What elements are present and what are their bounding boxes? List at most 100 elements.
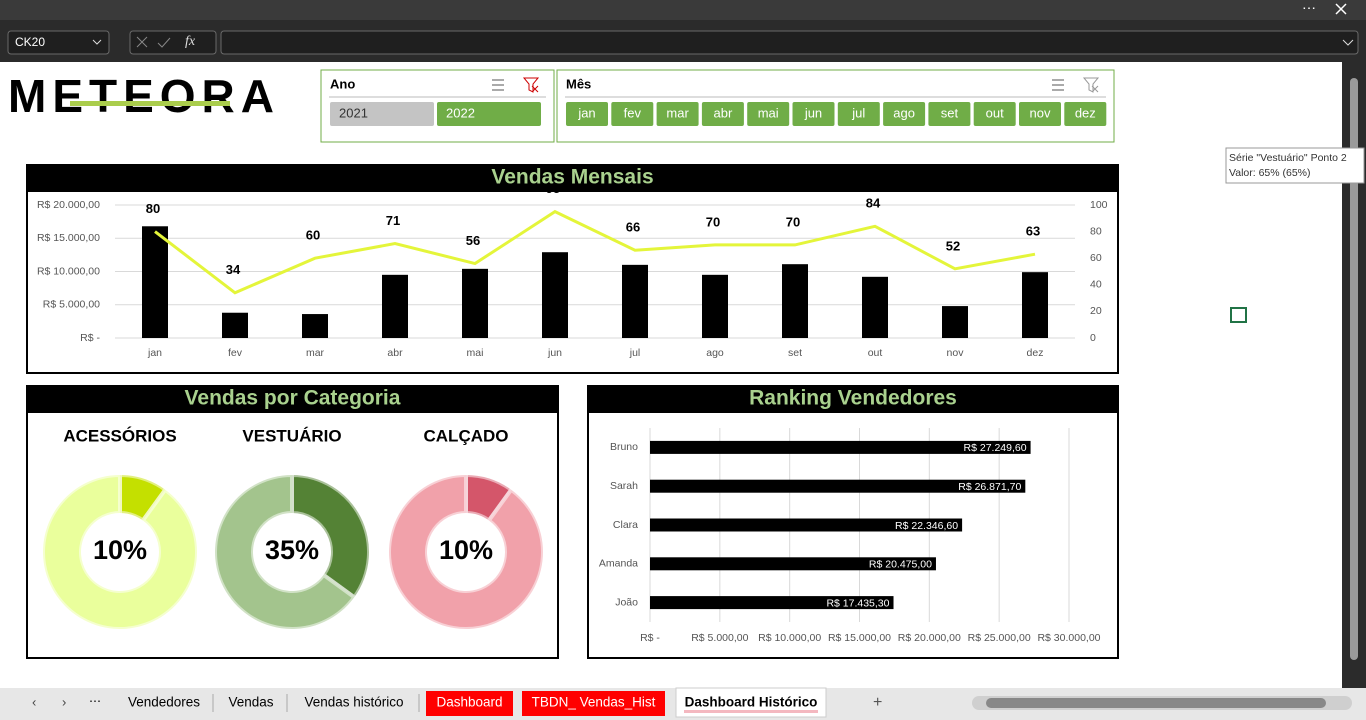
slicer-item[interactable] — [566, 102, 608, 126]
slicer-item-label: dez — [1075, 105, 1096, 120]
donut-slice — [290, 472, 371, 601]
x-tick-label: out — [868, 347, 883, 359]
y-tick-label: João — [615, 596, 638, 608]
x-tick-label: dez — [1027, 347, 1044, 359]
formula-tools — [129, 30, 217, 55]
x-tick-label: mar — [306, 347, 325, 359]
y-tick-label: R$ 10.000,00 — [37, 265, 100, 277]
tooltip-line: Valor: 65% (65%) — [1229, 167, 1311, 179]
formula-input[interactable] — [220, 30, 1359, 55]
donut-slice — [387, 472, 545, 631]
sheet-tab-label[interactable]: Dashboard Histórico — [685, 695, 818, 710]
tab-next[interactable]: › — [62, 694, 66, 709]
bar — [702, 274, 728, 338]
slicer-item-label: nov — [1030, 105, 1051, 120]
slicer-item-label: mar — [666, 105, 689, 120]
data-label: R$ 22.346,60 — [895, 520, 958, 532]
close-icon[interactable] — [1335, 3, 1347, 15]
tooltip-line: Série "Vestuário" Ponto 2 — [1229, 152, 1347, 164]
v-scroll-thumb[interactable] — [1350, 78, 1358, 660]
slicer-item[interactable] — [701, 102, 744, 126]
slicer-item[interactable] — [837, 102, 880, 126]
slicer-item[interactable] — [1019, 102, 1061, 126]
slicer-item[interactable] — [437, 102, 541, 126]
y2-tick-label: 60 — [1090, 252, 1102, 264]
y-tick-label: R$ 15.000,00 — [37, 232, 100, 244]
sheet-tab-label[interactable]: Vendas histórico — [304, 695, 403, 710]
tab-prev[interactable]: ‹ — [32, 694, 36, 709]
slicer-item[interactable] — [656, 102, 699, 126]
y-tick-label: Bruno — [610, 441, 638, 453]
x-tick-label: R$ 5.000,00 — [691, 632, 748, 644]
y2-tick-label: 80 — [1090, 225, 1102, 237]
x-tick-label: nov — [947, 347, 965, 359]
slicer-item[interactable] — [928, 102, 971, 126]
slicer-item[interactable] — [611, 102, 654, 126]
clear-filter-icon[interactable] — [522, 77, 540, 93]
data-label: R$ 20.475,00 — [869, 559, 932, 571]
fx-icon[interactable]: fx — [185, 34, 196, 49]
slicer-item-label: jul — [851, 105, 865, 120]
slicer-item-label: fev — [624, 105, 642, 120]
data-label: R$ 17.435,30 — [826, 597, 889, 609]
y-tick-label: R$ 5.000,00 — [43, 299, 100, 311]
y-tick-label: R$ - — [80, 332, 100, 344]
slicer-item[interactable] — [792, 102, 835, 126]
cancel-enter-icons[interactable] — [136, 36, 171, 48]
slicer-item[interactable] — [747, 102, 790, 126]
expand-icon[interactable] — [1342, 39, 1354, 46]
bar — [650, 557, 936, 571]
data-label: R$ 26.871,70 — [958, 481, 1021, 493]
donut-center-label: 10% — [439, 535, 493, 565]
more-icon[interactable]: ⋯ — [1302, 0, 1316, 16]
data-label: 63 — [1026, 224, 1040, 239]
data-label: 70 — [706, 214, 720, 229]
slicer-item-label: mai — [758, 105, 779, 120]
dropdown-icon[interactable] — [92, 39, 102, 45]
sheet-tab[interactable] — [522, 691, 665, 716]
slicer-item-label: out — [986, 105, 1004, 120]
chart-header — [26, 385, 559, 412]
sheet-tab-label[interactable]: Dashboard — [436, 695, 502, 710]
logo: METEORA — [8, 70, 280, 122]
bar — [382, 274, 408, 338]
bar — [622, 264, 648, 338]
x-tick-label: R$ 30.000,00 — [1037, 632, 1100, 644]
x-tick-label: R$ 10.000,00 — [758, 632, 821, 644]
multi-select-icon[interactable] — [492, 79, 504, 91]
sheet-tab-label[interactable]: TBDN_ Vendas_Hist — [532, 695, 656, 710]
line — [154, 209, 1036, 295]
h-scroll-thumb[interactable] — [986, 698, 1326, 708]
slicer-item[interactable] — [883, 102, 926, 126]
data-label: R$ 27.249,60 — [964, 442, 1027, 454]
sheet-tab[interactable] — [426, 691, 513, 716]
donut-slice — [213, 472, 358, 631]
sheet-tab-label[interactable]: Vendedores — [128, 695, 200, 710]
x-tick-label: ago — [706, 347, 724, 359]
data-label: 80 — [146, 201, 160, 216]
slicer-item-label: 2021 — [339, 105, 368, 120]
name-box[interactable] — [7, 30, 110, 55]
sheet-tab-label[interactable]: Vendas — [228, 695, 273, 710]
data-label: 66 — [626, 220, 640, 235]
chart-title: Ranking Vendedores — [749, 387, 957, 410]
slicer-item-label: jan — [577, 105, 595, 120]
data-label: 52 — [946, 238, 960, 253]
slicer-item[interactable] — [973, 102, 1016, 126]
chart-header — [26, 164, 1119, 191]
chart-title: Vendas por Categoria — [185, 387, 401, 410]
tab-more[interactable]: ⋯ — [89, 694, 101, 708]
add-sheet[interactable]: + — [873, 694, 882, 711]
slicer-item[interactable] — [330, 102, 434, 126]
multi-select-icon[interactable] — [1052, 79, 1064, 91]
y2-tick-label: 100 — [1090, 199, 1108, 211]
x-tick-label: mai — [467, 347, 484, 359]
selected-cell[interactable] — [1230, 307, 1247, 323]
clear-filter-icon[interactable] — [1082, 77, 1100, 93]
y-tick-label: R$ 20.000,00 — [37, 199, 100, 211]
slicer-item[interactable] — [1064, 102, 1107, 126]
chart-title: Vendas Mensais — [491, 166, 653, 189]
bar — [862, 276, 888, 338]
bar — [1022, 272, 1048, 338]
